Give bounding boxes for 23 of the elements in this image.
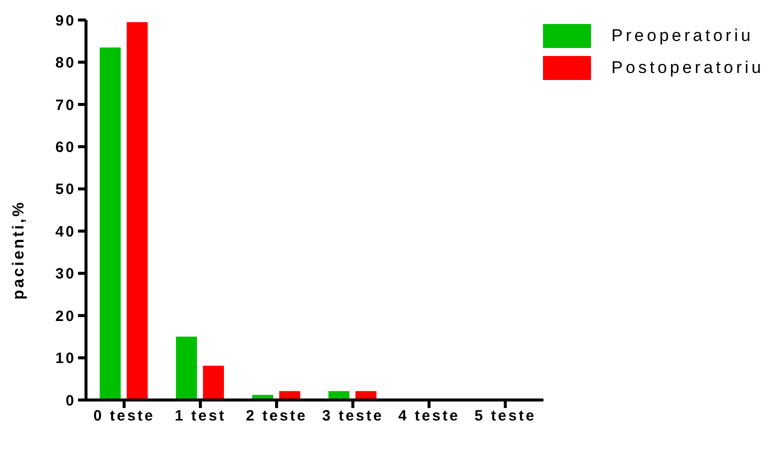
bar [100, 47, 121, 400]
y-tick-label: 90 [55, 12, 76, 30]
y-tick-label: 20 [55, 308, 76, 325]
y-tick-label: 60 [55, 138, 76, 156]
y-tick-label: 50 [55, 181, 76, 198]
legend-label: Preoperatoriu [611, 26, 754, 46]
y-tick-label: 40 [55, 223, 76, 240]
bar [126, 22, 148, 400]
y-tick-label: 70 [55, 96, 76, 114]
y-tick-label: 30 [55, 266, 76, 283]
x-tick-label: 0 teste [93, 408, 155, 425]
x-tick-label: 4 teste [398, 408, 460, 425]
bar [202, 366, 224, 400]
x-tick-label: 3 teste [322, 408, 384, 425]
x-tick-label: 1 test [174, 408, 226, 425]
y-tick-label: 10 [55, 350, 76, 368]
x-tick-label: 5 teste [474, 408, 536, 425]
y-tick-label: 0 [66, 392, 76, 410]
legend-label: Postoperatoriu [611, 58, 764, 78]
y-tick-label: 80 [55, 54, 76, 72]
y-axis-title: pacienti,% [10, 200, 28, 300]
x-tick-label: 2 teste [246, 408, 308, 425]
bar [176, 336, 197, 400]
